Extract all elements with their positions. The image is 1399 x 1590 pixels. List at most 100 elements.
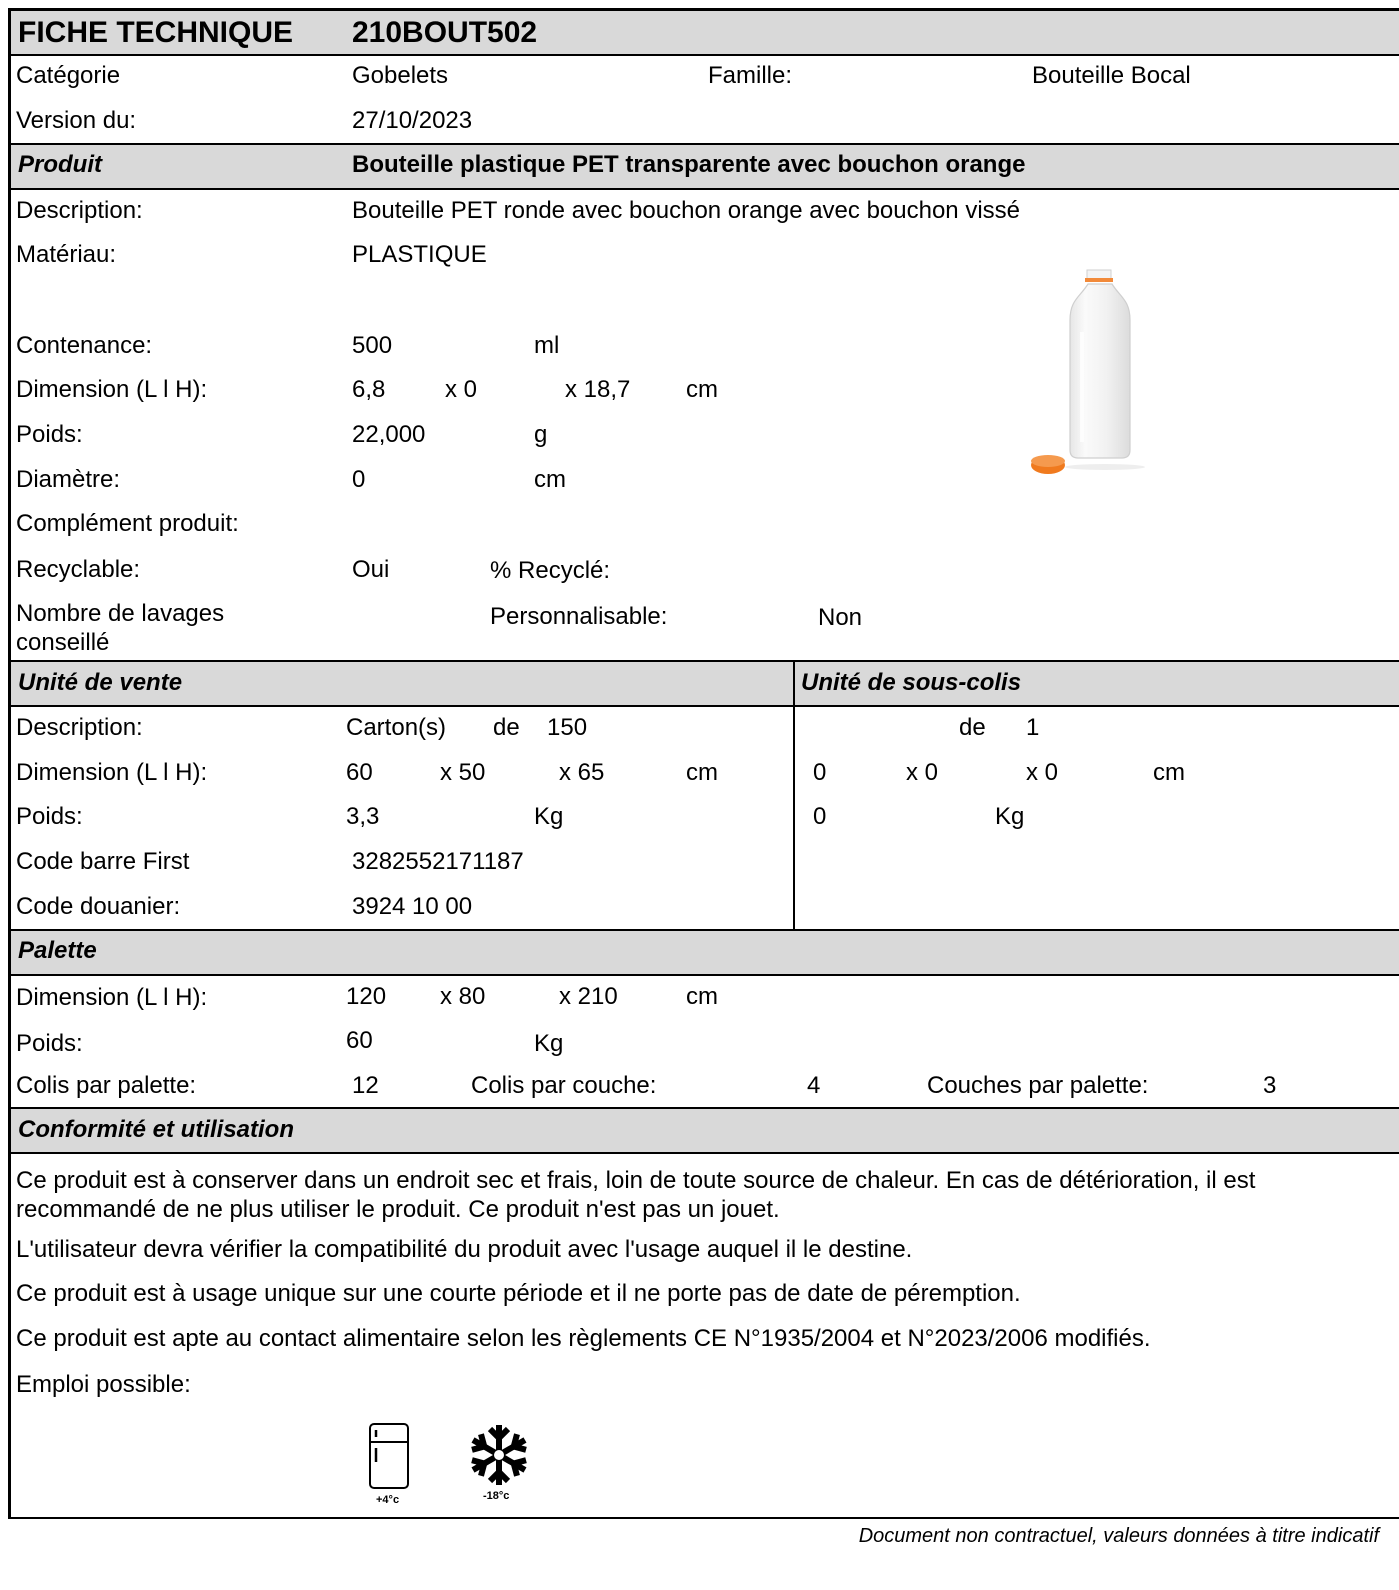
sous-colis-de: de	[959, 714, 986, 741]
top-border	[8, 8, 1399, 11]
description-label: Description:	[16, 197, 143, 224]
famille-label: Famille:	[708, 62, 793, 89]
version-value: 27/10/2023	[352, 107, 473, 134]
dim-height: x 18,7	[565, 376, 631, 403]
lavages-label-2: conseillé	[16, 629, 110, 656]
divider	[10, 929, 1399, 931]
palette-dim-unit: cm	[686, 983, 718, 1010]
palette-poids-label: Poids:	[16, 1030, 83, 1057]
left-border	[8, 8, 11, 1518]
header-band	[10, 10, 1399, 56]
palette-dim-length: 120	[346, 983, 387, 1010]
couches-value: 3	[1263, 1072, 1277, 1099]
snowflake-icon	[471, 1425, 527, 1485]
categorie-value: Gobelets	[352, 62, 449, 89]
divider	[10, 1107, 1399, 1109]
produit-section-label: Produit	[18, 151, 102, 178]
douanier-label: Code douanier:	[16, 893, 181, 920]
diametre-value: 0	[352, 466, 366, 493]
materiau-label: Matériau:	[16, 241, 117, 268]
palette-poids-unit: Kg	[534, 1030, 564, 1057]
product-reference: 210BOUT502	[352, 16, 538, 49]
sous-colis-section-label: Unité de sous-colis	[801, 669, 1022, 696]
footer-disclaimer: Document non contractuel, valeurs donnée…	[858, 1525, 1379, 1547]
palette-band	[10, 931, 1399, 975]
douanier-value: 3924 10 00	[352, 893, 473, 920]
sous-colis-poids-unit: Kg	[995, 803, 1025, 830]
vente-dimension-label: Dimension (L l H):	[16, 759, 208, 786]
colis-couche-label: Colis par couche:	[471, 1072, 657, 1099]
vente-description-label: Description:	[16, 714, 143, 741]
column-divider	[793, 662, 795, 930]
lavages-label: Nombre de lavages	[16, 600, 225, 627]
conformite-paragraph-2: L'utilisateur devra vérifier la compatib…	[16, 1236, 913, 1263]
diametre-unit: cm	[534, 466, 566, 493]
contenance-unit: ml	[534, 332, 560, 359]
conformite-paragraph-1-line-1: Ce produit est à conserver dans un endro…	[16, 1167, 1256, 1194]
vente-dim-height: x 65	[559, 759, 605, 786]
emploi-label: Emploi possible:	[16, 1371, 191, 1398]
vente-carton: Carton(s)	[346, 714, 447, 741]
vente-dim-width: x 50	[440, 759, 486, 786]
vente-dim-length: 60	[346, 759, 373, 786]
conformite-paragraph-1-line-2: recommandé de ne plus utiliser le produi…	[16, 1196, 780, 1223]
sous-colis-poids-value: 0	[813, 803, 827, 830]
personnalisable-label: Personnalisable:	[490, 603, 668, 630]
divider	[10, 54, 1399, 56]
dim-unit: cm	[686, 376, 718, 403]
conformite-band	[10, 1109, 1399, 1153]
sous-colis-dim-width: x 0	[906, 759, 939, 786]
personnalisable-value: Non	[818, 604, 863, 631]
fridge-caption: +4°c	[376, 1494, 400, 1506]
conformite-paragraph-4: Ce produit est apte au contact alimentai…	[16, 1325, 1151, 1352]
recyclable-label: Recyclable:	[16, 556, 141, 583]
conformite-section-label: Conformité et utilisation	[18, 1116, 294, 1143]
materiau-value: PLASTIQUE	[352, 241, 487, 268]
poids-unit: g	[534, 421, 548, 448]
barcode-label: Code barre First	[16, 848, 190, 875]
sous-colis-quantity: 1	[1026, 714, 1040, 741]
palette-section-label: Palette	[18, 937, 97, 964]
bottom-border	[8, 1517, 1399, 1519]
product-image	[1031, 269, 1145, 474]
description-value: Bouteille PET ronde avec bouchon orange …	[352, 197, 1021, 224]
palette-dimension-label: Dimension (L l H):	[16, 984, 208, 1011]
sous-colis-dim-height: x 0	[1026, 759, 1059, 786]
fridge-usage: +4°c	[364, 1420, 414, 1510]
vente-poids-label: Poids:	[16, 803, 83, 830]
conformite-paragraph-3: Ce produit est à usage unique sur une co…	[16, 1280, 1021, 1307]
dim-length: 6,8	[352, 376, 386, 403]
contenance-label: Contenance:	[16, 332, 153, 359]
divider	[10, 1152, 1399, 1154]
complement-label: Complément produit:	[16, 510, 239, 537]
colis-couche-value: 4	[807, 1072, 821, 1099]
poids-value: 22,000	[352, 421, 426, 448]
vente-de: de	[493, 714, 520, 741]
palette-poids-value: 60	[346, 1027, 373, 1054]
poids-label: Poids:	[16, 421, 83, 448]
diametre-label: Diamètre:	[16, 466, 121, 493]
freezer-caption: -18°c	[483, 1490, 510, 1502]
vente-poids-value: 3,3	[346, 803, 380, 830]
dimension-label: Dimension (L l H):	[16, 376, 208, 403]
categorie-label: Catégorie	[16, 62, 121, 89]
product-name: Bouteille plastique PET transparente ave…	[352, 151, 1026, 178]
divider	[10, 974, 1399, 976]
colis-palette-label: Colis par palette:	[16, 1072, 197, 1099]
sous-colis-dim-unit: cm	[1153, 759, 1185, 786]
sous-colis-dim-length: 0	[813, 759, 827, 786]
vente-dim-unit: cm	[686, 759, 718, 786]
divider	[10, 660, 1399, 662]
fridge-icon	[369, 1423, 409, 1489]
colis-palette-value: 12	[352, 1072, 379, 1099]
famille-value: Bouteille Bocal	[1032, 62, 1191, 89]
recycle-label: % Recyclé:	[490, 557, 611, 584]
version-label: Version du:	[16, 107, 137, 134]
divider	[10, 705, 1399, 707]
vente-band	[10, 662, 1399, 706]
vente-poids-unit: Kg	[534, 803, 564, 830]
produit-band	[10, 145, 1399, 189]
barcode-value: 3282552171187	[352, 848, 524, 875]
dim-width: x 0	[445, 376, 478, 403]
palette-dim-height: x 210	[559, 983, 618, 1010]
